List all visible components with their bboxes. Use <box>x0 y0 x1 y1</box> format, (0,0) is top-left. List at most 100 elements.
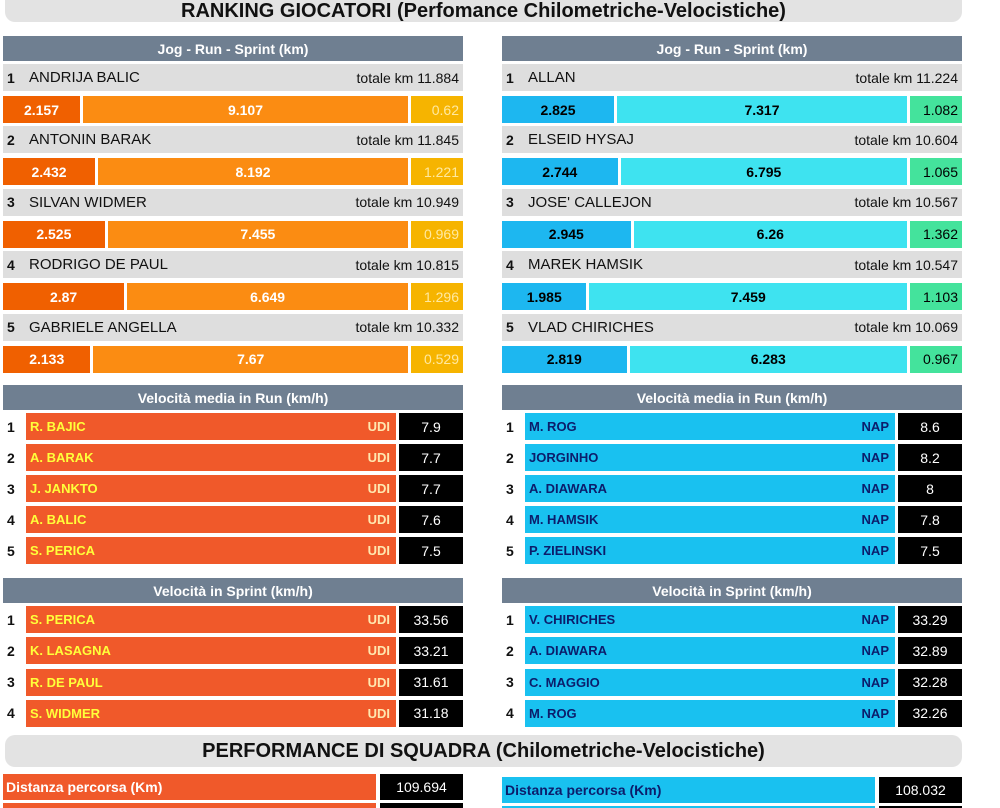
player-name: ALLAN <box>528 69 576 86</box>
jog-bar: 2.87 <box>3 283 125 311</box>
total-km: totale km 10.332 <box>355 319 459 336</box>
km-header: Jog - Run - Sprint (km) <box>3 36 463 61</box>
team-row2-bg <box>3 803 376 808</box>
speed-row-bg <box>525 506 895 533</box>
team-code: NAP <box>861 674 889 690</box>
run-bar-label: 9.107 <box>227 101 263 118</box>
speed-value: 32.89 <box>898 637 962 665</box>
jog-bar-label: 2.744 <box>542 163 578 180</box>
player-name: M. HAMSIK <box>529 512 599 527</box>
rank: 2 <box>7 131 15 148</box>
speed-row-bg <box>525 637 895 665</box>
player-name: A. DIAWARA <box>529 643 607 659</box>
player-name: V. CHIRICHES <box>529 612 616 627</box>
run-bar-label: 6.649 <box>250 288 286 305</box>
run-bar-label: 6.283 <box>750 351 786 368</box>
player-name: C. MAGGIO <box>529 674 600 690</box>
speed-row-bg <box>525 444 895 471</box>
jog-bar: 2.525 <box>3 220 105 248</box>
rank: 3 <box>506 480 514 497</box>
jog-bar-label: 2.819 <box>546 351 582 368</box>
jog-bar: 2.157 <box>3 96 80 123</box>
player-name: S. WIDMER <box>30 705 101 721</box>
jog-bar-label: 2.432 <box>31 163 67 180</box>
sprint-bar-label: 0.967 <box>922 351 958 368</box>
speed-row-bg <box>26 699 396 727</box>
team-title-bg <box>5 735 962 767</box>
jog-bar: 2.825 <box>502 96 614 123</box>
team-value2-bg <box>879 806 962 808</box>
name-row-bg <box>502 251 962 279</box>
player-name: JORGINHO <box>529 450 599 465</box>
speed-value: 8 <box>898 475 962 502</box>
run-bar-label: 7.455 <box>240 226 276 243</box>
sprint-bar-label: 1.221 <box>423 163 459 180</box>
rank: 5 <box>7 319 15 336</box>
speed-value: 7.9 <box>399 413 463 440</box>
speed-value: 8.6 <box>898 413 962 440</box>
total-km: totale km 11.224 <box>855 69 958 86</box>
player-name: A. BALIC <box>30 512 87 527</box>
run_speed-header: Velocità media in Run (km/h) <box>3 385 463 410</box>
rank: 1 <box>7 418 15 435</box>
total-km: totale km 10.567 <box>854 194 958 211</box>
player-name: P. ZIELINSKI <box>529 543 607 558</box>
player-name: M. ROG <box>529 705 577 721</box>
rank: 3 <box>506 674 514 691</box>
player-name: ANDRIJA BALIC <box>29 69 140 86</box>
team-label: Distanza percorsa (Km) <box>6 779 163 795</box>
sprint-bar-label: 0.529 <box>423 351 459 368</box>
run-bar: 6.26 <box>633 220 907 248</box>
jog-bar-label: 2.525 <box>36 226 72 243</box>
sprint-bar: 1.362 <box>910 220 962 248</box>
team-code: UDI <box>367 481 390 496</box>
name-row-bg <box>3 188 463 216</box>
sprint-bar-label: 1.082 <box>922 101 958 118</box>
run-bar-label: 7.459 <box>730 288 766 305</box>
player-name: R. DE PAUL <box>30 674 103 690</box>
total-km: totale km 10.815 <box>355 256 459 273</box>
team-title: PERFORMANCE DI SQUADRA (Chilometriche-Ve… <box>202 739 765 762</box>
team-code: UDI <box>367 543 390 558</box>
jog-bar-label: 2.133 <box>29 351 65 368</box>
speed-value: 31.61 <box>399 668 463 696</box>
title-bg <box>5 0 962 22</box>
rank: 4 <box>7 705 15 722</box>
name-row-bg <box>3 313 463 341</box>
team-label: Distanza percorsa (Km) <box>505 782 662 798</box>
name-row-bg <box>3 251 463 279</box>
jog-bar: 1.985 <box>502 283 587 311</box>
team-code: UDI <box>367 705 390 721</box>
name-row-bg <box>502 313 962 341</box>
run-bar: 7.67 <box>93 345 408 373</box>
title: RANKING GIOCATORI (Perfomance Chilometri… <box>181 0 786 22</box>
jog-bar: 2.432 <box>3 158 96 186</box>
player-name: ANTONIN BARAK <box>29 131 152 149</box>
name-row-bg <box>502 188 962 216</box>
jog-bar-label: 2.157 <box>23 101 59 118</box>
player-name: S. PERICA <box>30 612 96 627</box>
run-bar: 8.192 <box>98 158 408 186</box>
rank: 3 <box>7 480 15 497</box>
rank: 2 <box>506 449 514 466</box>
rank: 4 <box>506 256 514 273</box>
team-code: UDI <box>367 643 390 659</box>
team-code: UDI <box>367 419 390 434</box>
rank: 2 <box>7 449 15 466</box>
speed-row-bg <box>26 506 396 533</box>
speed-value: 32.28 <box>898 668 962 696</box>
sprint-bar-label: 0.62 <box>431 101 459 118</box>
rank: 1 <box>506 418 514 435</box>
sprint-bar: 1.082 <box>910 96 962 123</box>
team-code: NAP <box>861 705 889 721</box>
team-value: 108.032 <box>879 777 962 803</box>
run-bar: 9.107 <box>82 96 408 123</box>
speed-row-bg <box>525 668 895 696</box>
rank: 5 <box>506 542 514 559</box>
run-bar: 7.455 <box>107 220 408 248</box>
speed-row-bg <box>26 537 396 564</box>
speed-row-bg <box>26 444 396 471</box>
player-name: J. JANKTO <box>30 481 98 496</box>
rank: 3 <box>7 194 15 211</box>
